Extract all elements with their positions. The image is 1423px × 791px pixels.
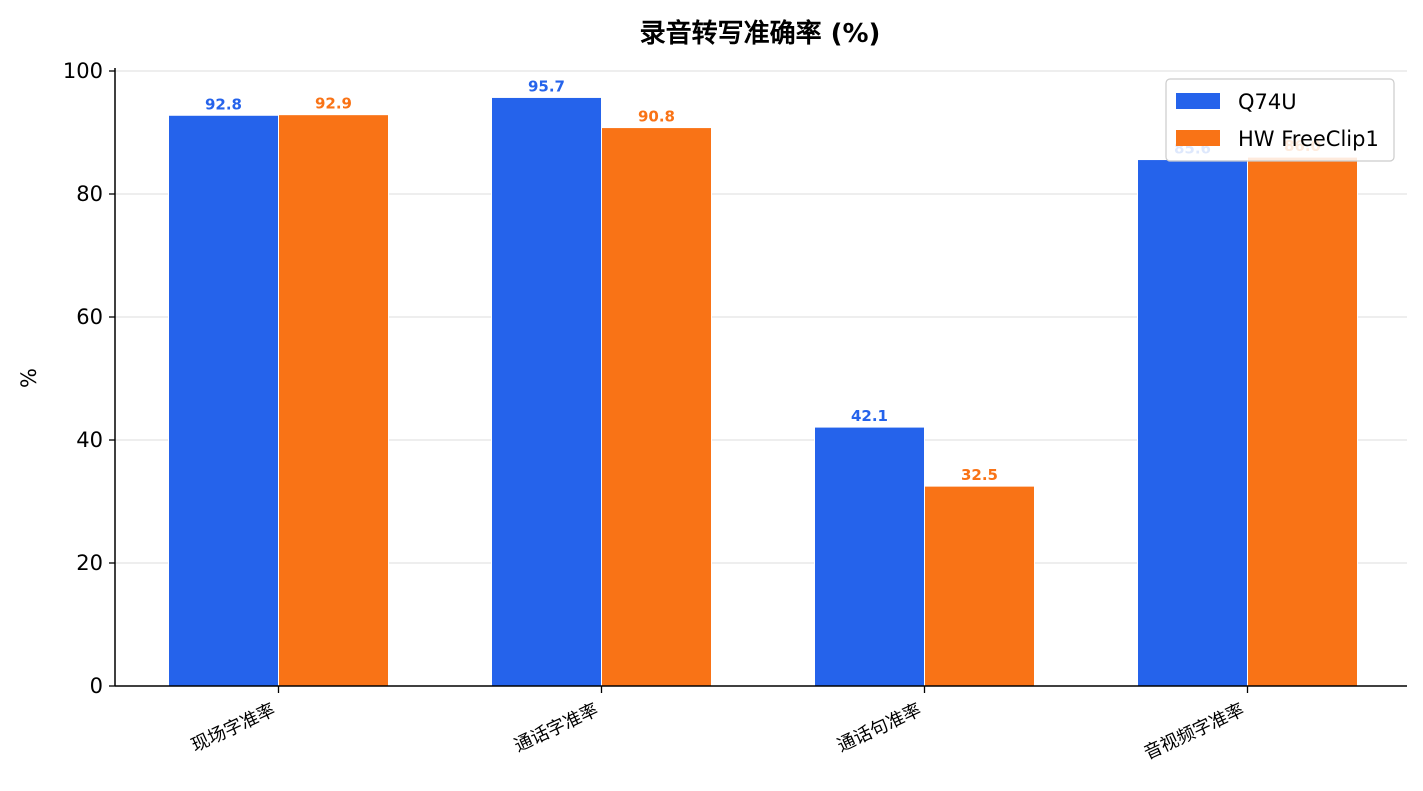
y-axis-label: % bbox=[17, 368, 41, 388]
legend-label: HW FreeClip1 bbox=[1238, 127, 1379, 151]
y-tick-label: 20 bbox=[76, 551, 103, 575]
legend-swatch bbox=[1176, 130, 1220, 146]
bar-series-1 bbox=[1137, 159, 1248, 687]
y-tick-label: 60 bbox=[76, 305, 103, 329]
legend-box bbox=[1165, 78, 1395, 162]
data-label: 42.1 bbox=[851, 407, 888, 425]
legend: Q74U HW FreeClip1 bbox=[1165, 78, 1395, 162]
x-tick-label: 通话句准率 bbox=[834, 699, 924, 756]
bar-series-1 bbox=[814, 426, 925, 687]
y-tick-label: 80 bbox=[76, 182, 103, 206]
bar-series-2 bbox=[278, 114, 389, 687]
y-tick-label: 40 bbox=[76, 428, 103, 452]
legend-swatch bbox=[1176, 93, 1220, 109]
y-tick-label: 100 bbox=[63, 59, 103, 83]
data-label: 90.8 bbox=[638, 108, 675, 126]
data-label: 92.9 bbox=[315, 95, 352, 113]
x-tick-label: 音视频字准率 bbox=[1141, 699, 1248, 764]
bar-series-1 bbox=[168, 114, 279, 687]
y-tick-label: 0 bbox=[90, 674, 103, 698]
bar-series-2 bbox=[601, 127, 712, 687]
data-label: 95.7 bbox=[528, 77, 565, 95]
data-label: 32.5 bbox=[961, 466, 998, 484]
x-tick-label: 通话字准率 bbox=[511, 699, 601, 756]
legend-label: Q74U bbox=[1238, 90, 1297, 114]
bar-series-2 bbox=[924, 485, 1035, 687]
bar-series-2 bbox=[1247, 156, 1358, 687]
bar-series-1 bbox=[491, 96, 602, 687]
bars bbox=[168, 96, 1358, 687]
chart-title: 录音转写准确率 (%) bbox=[640, 18, 881, 49]
data-label: 92.8 bbox=[205, 95, 242, 113]
x-tick-label: 现场字准率 bbox=[188, 699, 278, 756]
